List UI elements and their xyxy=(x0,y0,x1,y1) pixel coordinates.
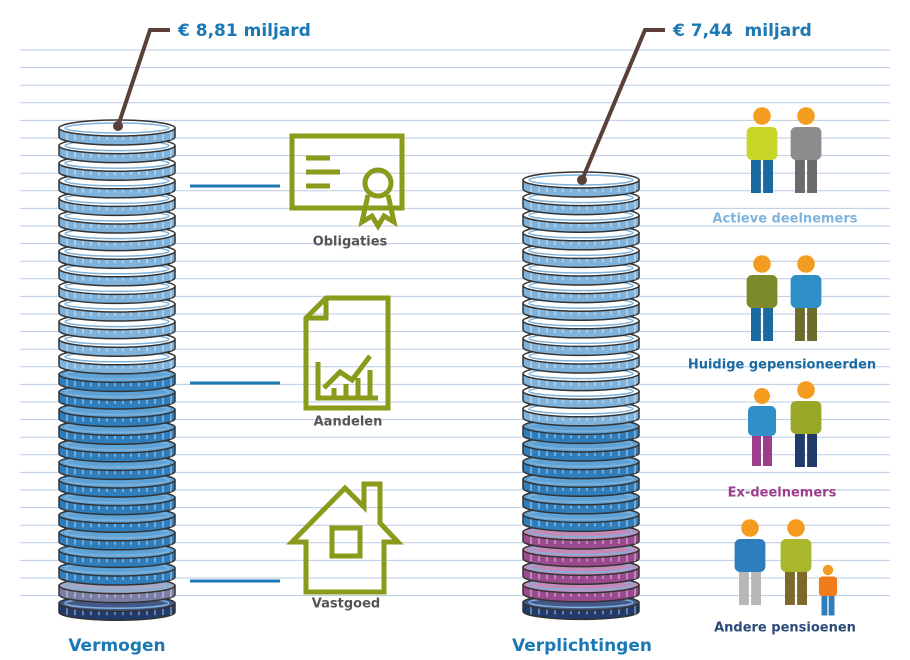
coin-stacks xyxy=(59,120,639,620)
person-leg xyxy=(763,436,772,466)
person-leg xyxy=(752,436,761,466)
person-leg xyxy=(751,308,761,341)
person-head xyxy=(797,107,815,125)
person-body xyxy=(819,577,837,597)
pointer-dot xyxy=(113,121,123,131)
person-leg xyxy=(763,308,773,341)
group-label: Huidige gepensioneerden xyxy=(688,358,876,373)
person-head xyxy=(797,381,815,399)
infographic: € 8,81 miljard € 7,44 miljard Obligaties… xyxy=(0,0,910,660)
person-body xyxy=(791,127,822,160)
bond-icon xyxy=(292,136,402,226)
person-head xyxy=(797,255,815,273)
pointer xyxy=(118,30,665,180)
person-leg xyxy=(751,572,761,605)
person-head xyxy=(753,107,771,125)
person-leg xyxy=(795,308,805,341)
person-leg xyxy=(795,160,805,193)
liabilities-label: Verplichtingen xyxy=(512,636,652,656)
category-label: Aandelen xyxy=(314,415,383,430)
liabilities-total: € 7,44 miljard xyxy=(672,21,812,41)
person-leg xyxy=(795,434,805,467)
person-leg xyxy=(739,572,749,605)
person-head xyxy=(741,519,759,537)
person-body xyxy=(735,539,766,572)
person-leg xyxy=(822,596,828,616)
person-leg xyxy=(785,572,795,605)
person-leg xyxy=(807,308,817,341)
person-leg xyxy=(829,596,835,616)
assets-total: € 8,81 miljard xyxy=(177,21,311,41)
category-label: Obligaties xyxy=(313,235,388,250)
group-label: Ex-deelnemers xyxy=(728,486,837,501)
person-leg xyxy=(751,160,761,193)
person-leg xyxy=(797,572,807,605)
real-estate-icon xyxy=(292,484,398,592)
person-leg xyxy=(763,160,773,193)
assets-label: Vermogen xyxy=(68,636,165,656)
person-body xyxy=(747,127,778,160)
person-head xyxy=(823,565,833,575)
person-body xyxy=(747,275,778,308)
group-label: Andere pensioenen xyxy=(714,621,856,636)
person-leg xyxy=(807,434,817,467)
person-body xyxy=(791,275,822,308)
person-body xyxy=(781,539,812,572)
person-head xyxy=(754,388,770,404)
group-label: Actieve deelnemers xyxy=(712,212,857,227)
person-leg xyxy=(807,160,817,193)
person-head xyxy=(787,519,805,537)
category-label: Vastgoed xyxy=(312,597,380,612)
person-head xyxy=(753,255,771,273)
person-body xyxy=(748,406,776,436)
pointer-dot xyxy=(577,175,587,185)
person-body xyxy=(791,401,822,434)
